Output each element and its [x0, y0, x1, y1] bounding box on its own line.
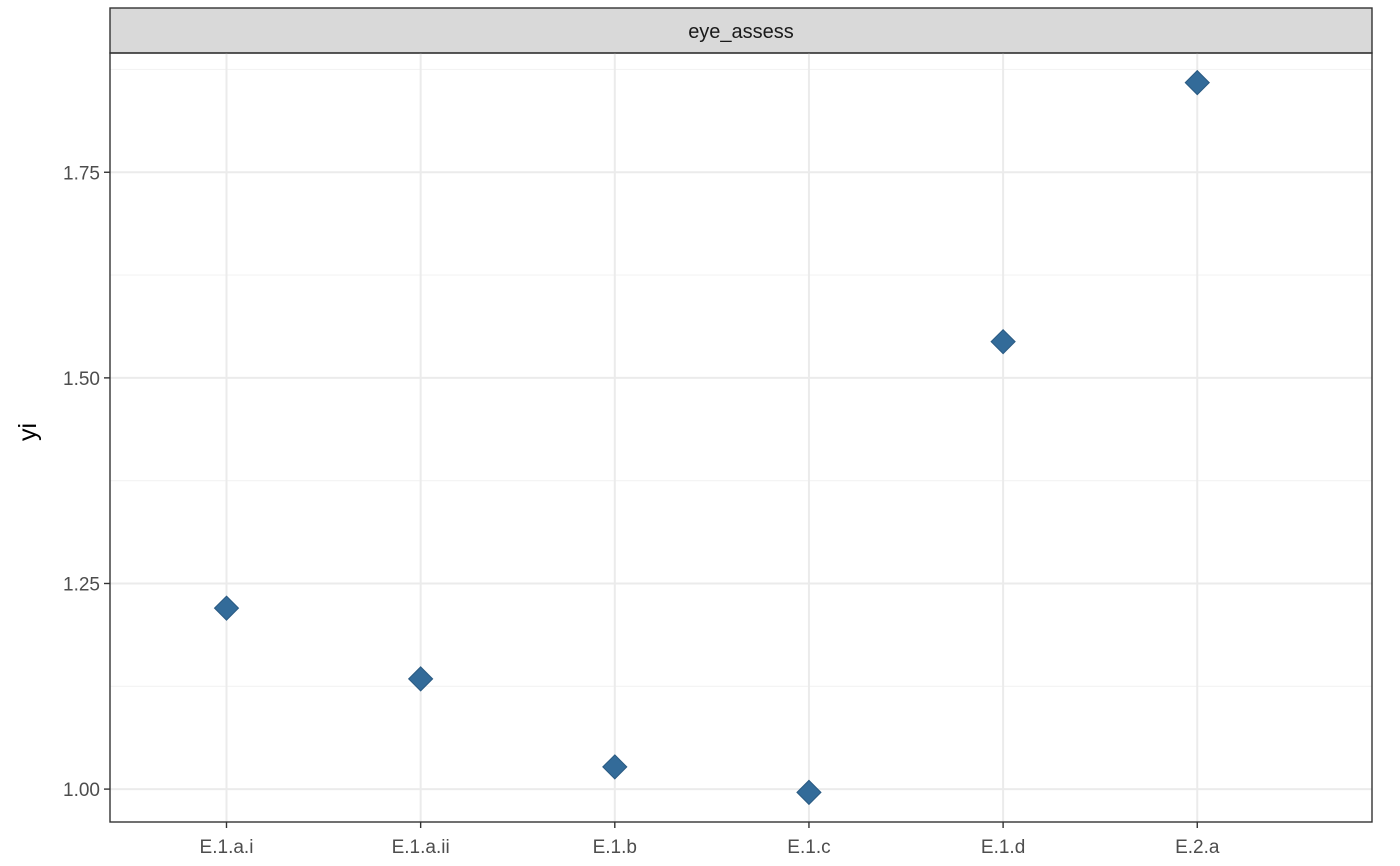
facet-strip-label: eye_assess — [688, 21, 794, 43]
y-axis-title: yi — [14, 423, 42, 441]
data-point — [407, 666, 434, 692]
data-point — [990, 328, 1016, 355]
panel-border — [109, 52, 1373, 823]
data-point — [796, 779, 822, 806]
data-point — [213, 595, 240, 621]
y-tick-label: 1.75 — [63, 163, 100, 184]
facet-strip-background — [109, 7, 1373, 54]
x-tick-label: E.1.b — [593, 837, 637, 858]
x-tick-label: E.1.a.ii — [392, 837, 450, 858]
y-tick-label: 1.00 — [63, 780, 100, 801]
data-point — [1184, 69, 1210, 96]
facet-strip: eye_assess — [109, 7, 1373, 54]
x-tick-label: E.1.c — [787, 837, 830, 858]
x-tick-label: E.1.d — [981, 837, 1025, 858]
grid-lines — [110, 53, 1372, 822]
x-tick-label: E.1.a.i — [200, 837, 254, 858]
x-axis: E.1.a.i E.1.a.ii E.1.b E.1.c E.1.d E.2.a — [200, 822, 1220, 858]
data-points — [213, 69, 1210, 806]
y-tick-label: 1.25 — [63, 574, 100, 595]
y-axis: 1.00 1.25 1.50 1.75 — [63, 163, 110, 801]
y-tick-label: 1.50 — [63, 369, 100, 390]
x-tick-label: E.2.a — [1175, 837, 1220, 858]
data-point — [602, 754, 628, 780]
